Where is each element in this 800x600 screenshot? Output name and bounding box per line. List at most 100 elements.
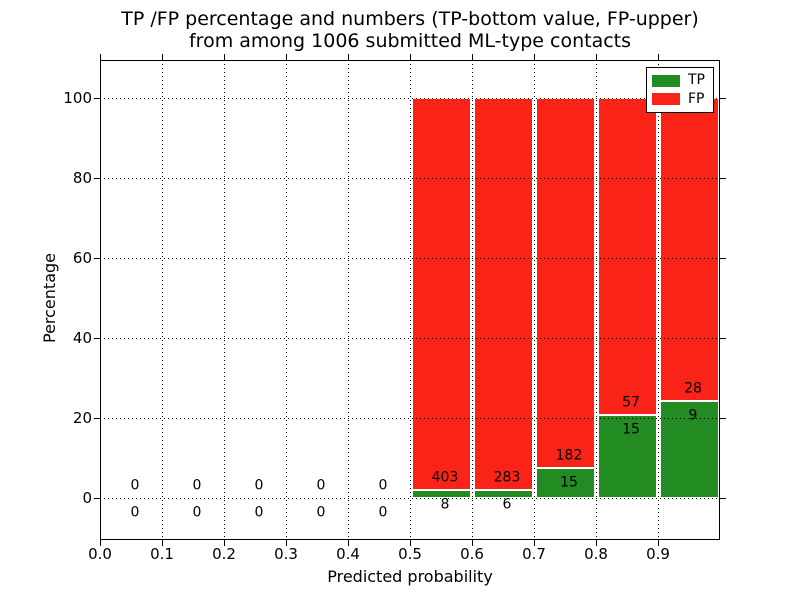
tp-count-label: 8: [440, 496, 450, 513]
y-tick-label: 20: [72, 409, 92, 427]
y-tick: [94, 178, 100, 179]
y-tick-right: [720, 178, 726, 179]
y-tick-label: 100: [63, 89, 92, 107]
x-tick-top: [224, 54, 225, 60]
y-tick-right: [720, 418, 726, 419]
fp-count-label: 0: [192, 477, 202, 494]
tp-bar-segment: [597, 414, 657, 498]
tp-count-label: 0: [254, 504, 264, 521]
x-tick-label: 0.0: [88, 545, 112, 563]
x-tick-top: [410, 54, 411, 60]
fp-bar-segment: [597, 98, 657, 415]
x-tick: [348, 540, 349, 546]
fp-bar-segment: [473, 98, 533, 490]
x-tick: [658, 540, 659, 546]
x-axis-label: Predicted probability: [327, 567, 493, 586]
y-tick-label: 60: [72, 249, 92, 267]
chart-title: TP /FP percentage and numbers (TP-bottom…: [100, 8, 720, 52]
tp-count-label: 0: [130, 504, 140, 521]
x-tick: [472, 540, 473, 546]
tp-bar-segment: [535, 467, 595, 498]
v-gridline: [410, 60, 411, 540]
y-tick: [94, 258, 100, 259]
fp-count-label: 182: [555, 447, 583, 464]
v-gridline: [224, 60, 225, 540]
x-tick: [224, 540, 225, 546]
h-gridline: [100, 338, 720, 339]
x-tick-top: [658, 54, 659, 60]
v-gridline: [596, 60, 597, 540]
tp-count-label: 0: [378, 504, 388, 521]
fp-count-label: 0: [130, 477, 140, 494]
x-tick-top: [472, 54, 473, 60]
x-tick: [534, 540, 535, 546]
x-tick-label: 0.3: [274, 545, 298, 563]
x-tick-top: [100, 54, 101, 60]
fp-count-label: 28: [684, 380, 702, 397]
fp-count-label: 0: [316, 477, 326, 494]
y-tick: [94, 338, 100, 339]
fp-bar-segment: [535, 98, 595, 468]
v-gridline: [658, 60, 659, 540]
x-tick-label: 0.8: [584, 545, 608, 563]
x-tick-label: 0.6: [460, 545, 484, 563]
tp-bar-segment: [411, 490, 471, 498]
fp-color-swatch: [652, 93, 680, 106]
h-gridline: [100, 258, 720, 259]
fp-count-label: 0: [254, 477, 264, 494]
x-tick-top: [348, 54, 349, 60]
fp-count-label: 57: [622, 394, 640, 411]
tp-count-label: 15: [622, 421, 640, 438]
fp-count-label: 403: [431, 469, 459, 486]
chart-title-line-2: from among 1006 submitted ML-type contac…: [188, 30, 632, 52]
x-tick: [286, 540, 287, 546]
v-gridline: [286, 60, 287, 540]
tp-count-label: 9: [688, 407, 698, 424]
fp-count-label: 0: [378, 477, 388, 494]
x-tick: [162, 540, 163, 546]
x-tick: [596, 540, 597, 546]
tp-count-label: 15: [560, 474, 578, 491]
x-tick-label: 0.1: [150, 545, 174, 563]
x-tick-top: [162, 54, 163, 60]
x-tick: [410, 540, 411, 546]
tp-bar-segment: [473, 489, 533, 498]
v-gridline: [534, 60, 535, 540]
tp-count-label: 0: [192, 504, 202, 521]
legend-item-tp: TP: [652, 73, 708, 88]
x-tick: [100, 540, 101, 546]
x-tick-top: [534, 54, 535, 60]
chart-title-line-1: TP /FP percentage and numbers (TP-bottom…: [121, 8, 699, 30]
x-tick-label: 0.2: [212, 545, 236, 563]
legend-label-tp: TP: [688, 72, 705, 89]
y-tick: [94, 418, 100, 419]
h-gridline: [100, 178, 720, 179]
v-gridline: [162, 60, 163, 540]
v-gridline: [472, 60, 473, 540]
h-gridline: [100, 98, 720, 99]
y-tick: [94, 498, 100, 499]
x-tick-label: 0.5: [398, 545, 422, 563]
legend-label-fp: FP: [688, 90, 705, 107]
fp-bar-segment: [411, 98, 471, 491]
y-tick: [94, 98, 100, 99]
tp-count-label: 6: [502, 496, 512, 513]
tp-count-label: 0: [316, 504, 326, 521]
x-tick-label: 0.9: [646, 545, 670, 563]
x-tick-label: 0.7: [522, 545, 546, 563]
v-gridline: [348, 60, 349, 540]
y-tick-label: 80: [72, 169, 92, 187]
fp-bar-segment: [659, 98, 719, 401]
h-gridline: [100, 418, 720, 419]
tp-color-swatch: [652, 74, 680, 87]
y-tick-label: 40: [72, 329, 92, 347]
tp-bar-segment: [659, 400, 719, 498]
y-tick-right: [720, 258, 726, 259]
fp-count-label: 283: [493, 469, 521, 486]
y-tick-right: [720, 498, 726, 499]
y-tick-right: [720, 98, 726, 99]
x-tick-top: [596, 54, 597, 60]
y-tick-label: 0: [82, 489, 92, 507]
h-gridline: [100, 498, 720, 499]
